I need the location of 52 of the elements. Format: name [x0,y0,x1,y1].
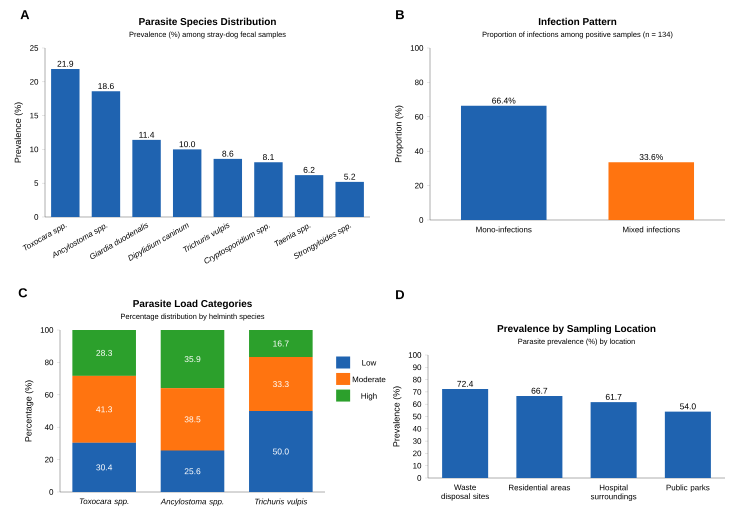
bar [294,175,324,217]
data-label: 35.9 [184,356,200,362]
bar [254,162,283,217]
bar [132,140,161,217]
data-label: 8.6 [222,150,234,157]
data-label: 25.6 [184,468,200,474]
data-label: 66.4% [492,98,516,104]
data-label: 33.3 [272,381,289,388]
y-axis-title: Prevalence (%) [14,102,23,162]
y-axis-title: Proportion (%) [394,106,404,162]
bar [160,330,224,388]
y-axis-title: Percentage (%) [24,380,34,442]
data-label: 33.6% [640,154,663,160]
chart-title: Prevalence by Sampling Location [498,324,656,334]
chart-title: Parasite Species Distribution [139,18,276,28]
data-label: 38.5 [184,416,200,422]
data-label: 30.4 [96,464,112,470]
data-label: 41.3 [96,406,112,412]
bar [172,149,202,217]
chart-title: Parasite Load Categories [133,300,252,310]
text: D [396,290,404,300]
data-label: 6.2 [304,166,315,173]
data-label: 54.0 [680,403,696,410]
bar [92,91,120,217]
bar [72,376,136,443]
data-label: 72.4 [457,380,474,387]
data-label: 5.2 [344,174,356,180]
data-label: 16.7 [273,340,289,347]
bar [249,411,313,492]
text: A [20,10,30,20]
data-label: 61.7 [606,394,622,400]
data-label: 28.3 [96,350,112,356]
y-axis-title: Prevalence (%) [392,386,402,446]
data-label: 11.4 [139,132,154,138]
text: C [18,288,28,298]
bar [335,182,364,217]
bar [51,68,80,217]
data-label: 10.0 [180,141,196,148]
data-label: 18.6 [98,83,114,90]
bar [214,158,242,217]
bar [160,450,224,492]
chart-title: Infection Pattern [538,18,616,26]
data-label: 66.7 [532,388,548,394]
bar [72,330,136,376]
data-label: 50.0 [272,448,289,454]
bar [72,442,136,492]
bar [249,330,313,358]
bar [249,357,313,411]
bar [160,388,224,451]
data-label: 21.9 [57,60,74,67]
text: B [396,10,404,20]
data-label: 8.1 [262,154,274,160]
